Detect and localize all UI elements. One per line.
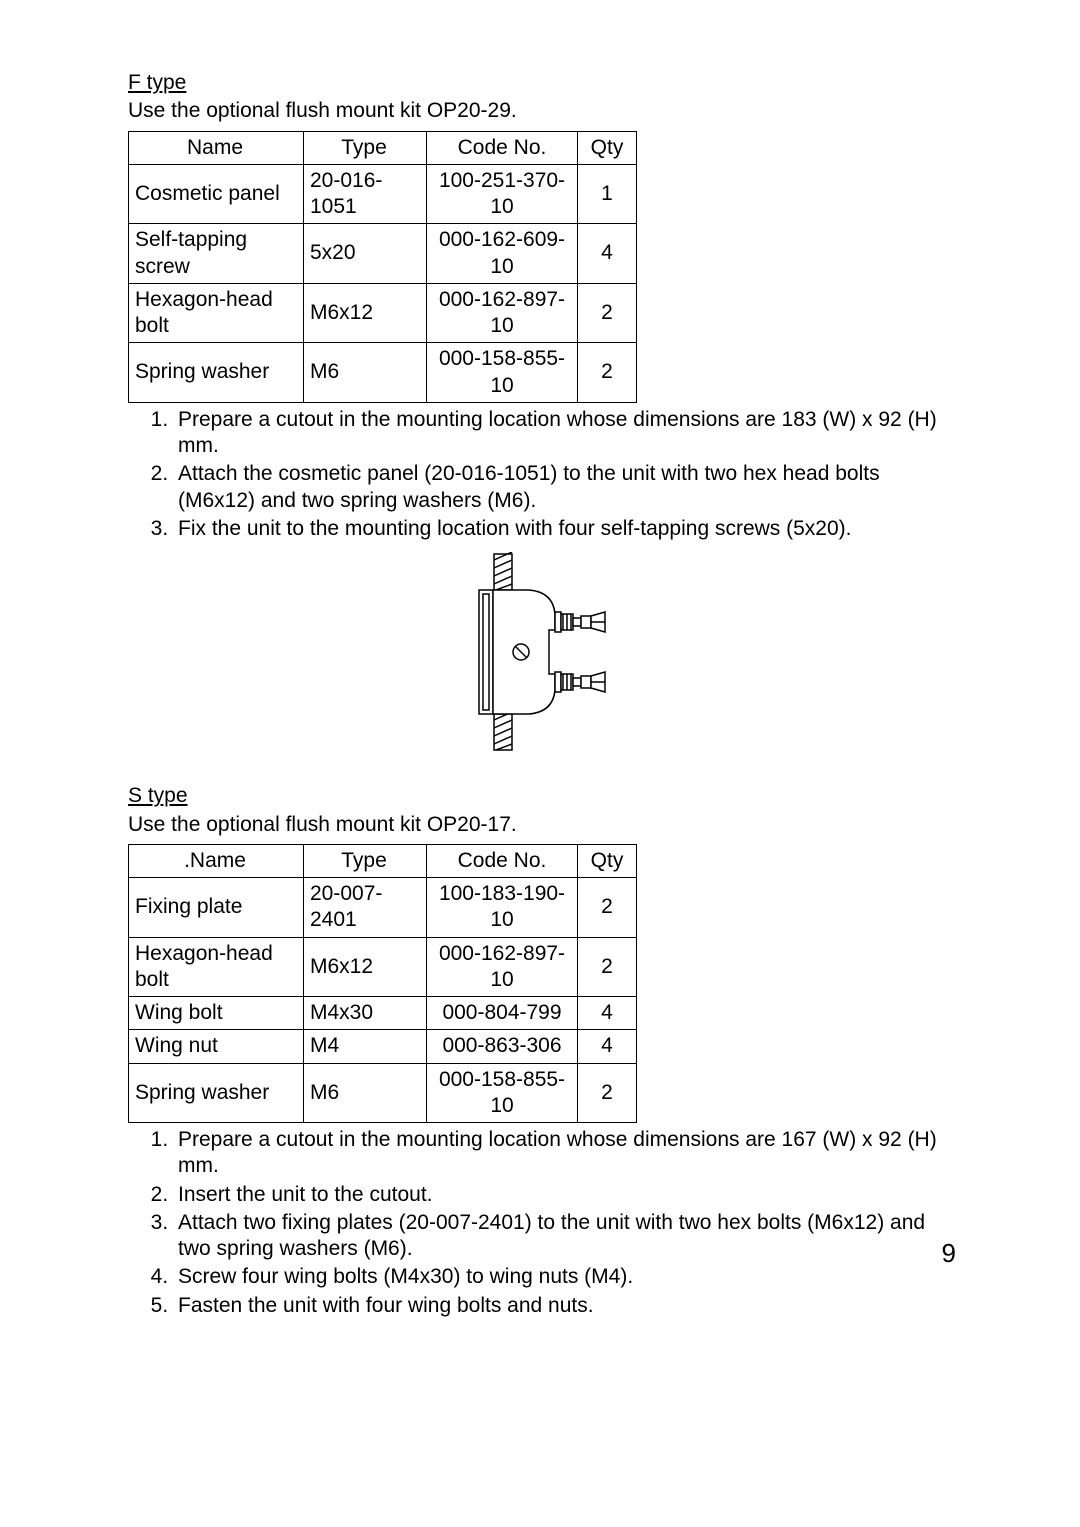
s-type-steps: Prepare a cutout in the mounting locatio… [128, 1127, 960, 1319]
f-type-heading: F type [128, 70, 960, 96]
diagram-svg [449, 552, 639, 752]
cell: 000-158-855-10 [427, 343, 578, 403]
table-row: Hexagon-head bolt M6x12 000-162-897-10 2 [129, 283, 637, 343]
table-row: Self-tapping screw 5x20 000-162-609-10 4 [129, 224, 637, 284]
cell: 000-863-306 [427, 1030, 578, 1063]
cell: Self-tapping screw [129, 224, 304, 284]
cell: 2 [578, 343, 637, 403]
f-type-subtext: Use the optional flush mount kit OP20-29… [128, 98, 960, 124]
mounting-diagram [128, 552, 960, 759]
step-item: Prepare a cutout in the mounting locatio… [174, 1127, 960, 1180]
cell: 20-016-1051 [304, 164, 427, 224]
th-code: Code No. [427, 131, 578, 164]
cell: 4 [578, 997, 637, 1030]
f-type-table: Name Type Code No. Qty Cosmetic panel 20… [128, 131, 637, 403]
table-row: Hexagon-head bolt M6x12 000-162-897-10 2 [129, 937, 637, 997]
s-type-table: .Name Type Code No. Qty Fixing plate 20-… [128, 844, 637, 1123]
cell: Wing bolt [129, 997, 304, 1030]
f-type-steps: Prepare a cutout in the mounting locatio… [128, 407, 960, 542]
cell: M6 [304, 343, 427, 403]
cell: Hexagon-head bolt [129, 937, 304, 997]
table-row: Fixing plate 20-007-2401 100-183-190-10 … [129, 878, 637, 938]
step-item: Screw four wing bolts (M4x30) to wing nu… [174, 1264, 960, 1290]
step-item: Attach two fixing plates (20-007-2401) t… [174, 1210, 960, 1263]
cell: 2 [578, 937, 637, 997]
cell: 4 [578, 224, 637, 284]
step-item: Prepare a cutout in the mounting locatio… [174, 407, 960, 460]
s-type-subtext: Use the optional flush mount kit OP20-17… [128, 812, 960, 838]
th-name: .Name [129, 844, 304, 877]
table-row: Wing bolt M4x30 000-804-799 4 [129, 997, 637, 1030]
table-row: Spring washer M6 000-158-855-10 2 [129, 343, 637, 403]
cell: Wing nut [129, 1030, 304, 1063]
cell: Spring washer [129, 1063, 304, 1123]
th-type: Type [304, 844, 427, 877]
step-item: Fasten the unit with four wing bolts and… [174, 1293, 960, 1319]
cell: 100-251-370-10 [427, 164, 578, 224]
cell: M4 [304, 1030, 427, 1063]
cell: 4 [578, 1030, 637, 1063]
th-code: Code No. [427, 844, 578, 877]
cell: 2 [578, 878, 637, 938]
cell: Spring washer [129, 343, 304, 403]
cell: 20-007-2401 [304, 878, 427, 938]
th-type: Type [304, 131, 427, 164]
table-header-row: Name Type Code No. Qty [129, 131, 637, 164]
cell: 000-804-799 [427, 997, 578, 1030]
cell: 1 [578, 164, 637, 224]
cell: Fixing plate [129, 878, 304, 938]
step-item: Insert the unit to the cutout. [174, 1182, 960, 1208]
page: F type Use the optional flush mount kit … [0, 0, 1080, 1527]
cell: 000-162-897-10 [427, 283, 578, 343]
th-qty: Qty [578, 844, 637, 877]
cell: 000-158-855-10 [427, 1063, 578, 1123]
cell: 000-162-897-10 [427, 937, 578, 997]
s-type-heading: S type [128, 783, 960, 809]
cell: M6 [304, 1063, 427, 1123]
th-name: Name [129, 131, 304, 164]
table-row: Wing nut M4 000-863-306 4 [129, 1030, 637, 1063]
cell: 2 [578, 283, 637, 343]
cell: Hexagon-head bolt [129, 283, 304, 343]
page-number: 9 [942, 1237, 956, 1270]
cell: Cosmetic panel [129, 164, 304, 224]
step-item: Fix the unit to the mounting location wi… [174, 516, 960, 542]
cell: 000-162-609-10 [427, 224, 578, 284]
th-qty: Qty [578, 131, 637, 164]
table-row: Spring washer M6 000-158-855-10 2 [129, 1063, 637, 1123]
cell: M6x12 [304, 283, 427, 343]
table-header-row: .Name Type Code No. Qty [129, 844, 637, 877]
table-row: Cosmetic panel 20-016-1051 100-251-370-1… [129, 164, 637, 224]
step-item: Attach the cosmetic panel (20-016-1051) … [174, 461, 960, 514]
cell: M6x12 [304, 937, 427, 997]
cell: M4x30 [304, 997, 427, 1030]
cell: 2 [578, 1063, 637, 1123]
cell: 100-183-190-10 [427, 878, 578, 938]
cell: 5x20 [304, 224, 427, 284]
